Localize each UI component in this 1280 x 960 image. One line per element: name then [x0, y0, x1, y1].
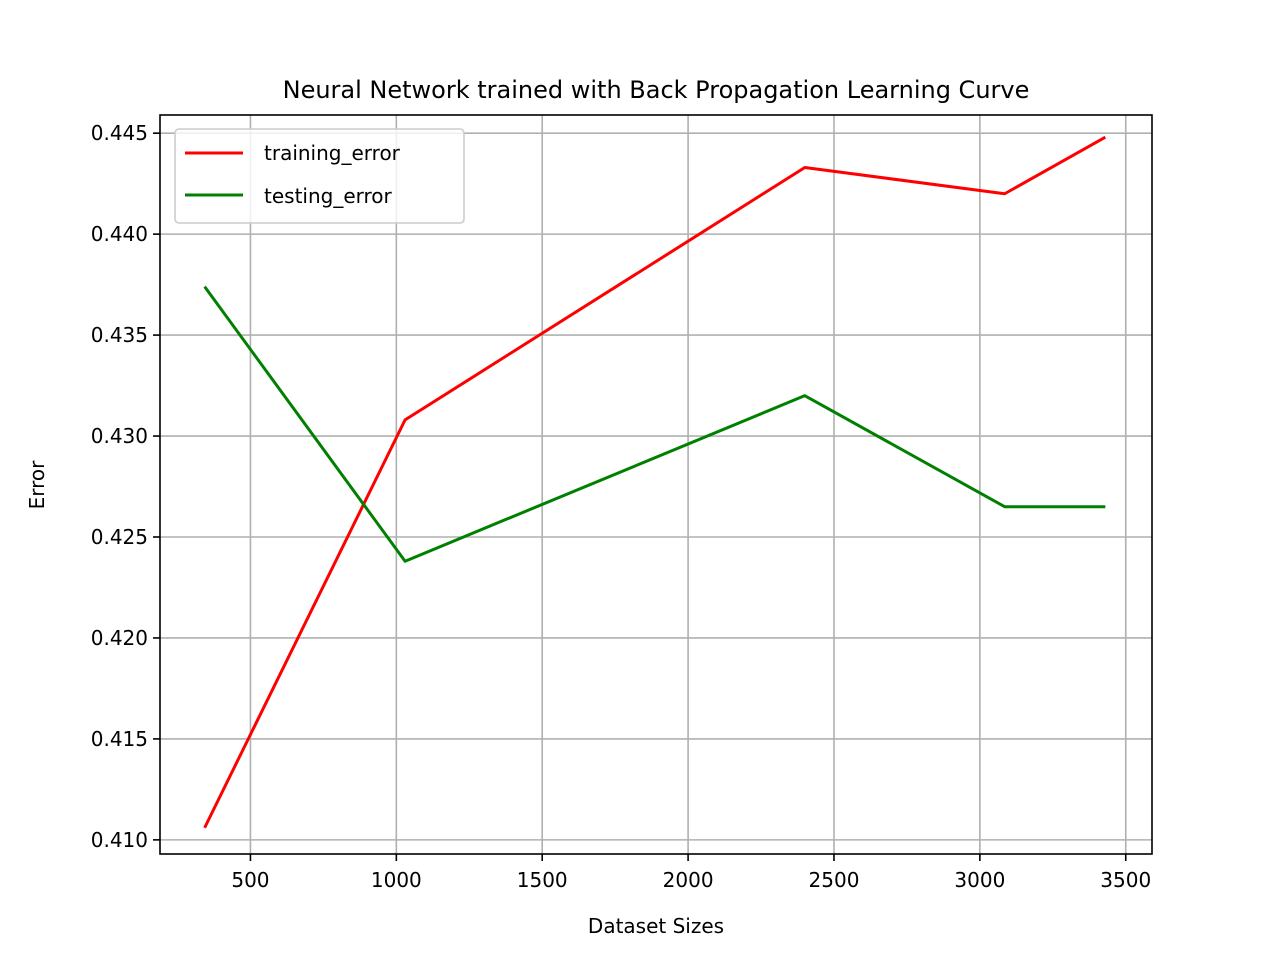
- y-tick-label: 0.425: [91, 525, 148, 549]
- x-axis-label: Dataset Sizes: [588, 914, 724, 938]
- x-tick-label: 1000: [371, 868, 422, 892]
- chart-title: Neural Network trained with Back Propaga…: [283, 76, 1030, 104]
- y-tick-label: 0.415: [91, 727, 148, 751]
- x-tick-label: 2000: [663, 868, 714, 892]
- axis-ticks: 500 1000 1500 2000 2500 3000 3500 0.410 0.415 0.4…: [91, 121, 1151, 892]
- y-tick-label: 0.420: [91, 626, 148, 650]
- y-axis-label: Error: [25, 460, 49, 510]
- legend-box: [174, 128, 465, 224]
- grid: [160, 115, 1152, 854]
- plot-frame: [159, 114, 1153, 855]
- x-tick-label: 3000: [954, 868, 1005, 892]
- x-tick-label: 2500: [809, 868, 860, 892]
- y-tick-label: 0.430: [91, 424, 148, 448]
- y-tick-label: 0.440: [91, 222, 148, 246]
- series-lines: [203, 135, 1107, 829]
- series-line-testing-error: [203, 285, 1106, 563]
- x-tick-label: 1500: [517, 868, 568, 892]
- y-tick-label: 0.445: [91, 121, 148, 145]
- y-tick-label: 0.435: [91, 323, 148, 347]
- legend: training_error testing_error: [174, 128, 465, 224]
- x-tick-label: 3500: [1100, 868, 1151, 892]
- legend-label-training: training_error: [264, 141, 401, 165]
- legend-label-testing: testing_error: [264, 184, 393, 208]
- x-tick-label: 500: [231, 868, 269, 892]
- y-tick-label: 0.410: [91, 828, 148, 852]
- series-line-training-error: [203, 135, 1107, 829]
